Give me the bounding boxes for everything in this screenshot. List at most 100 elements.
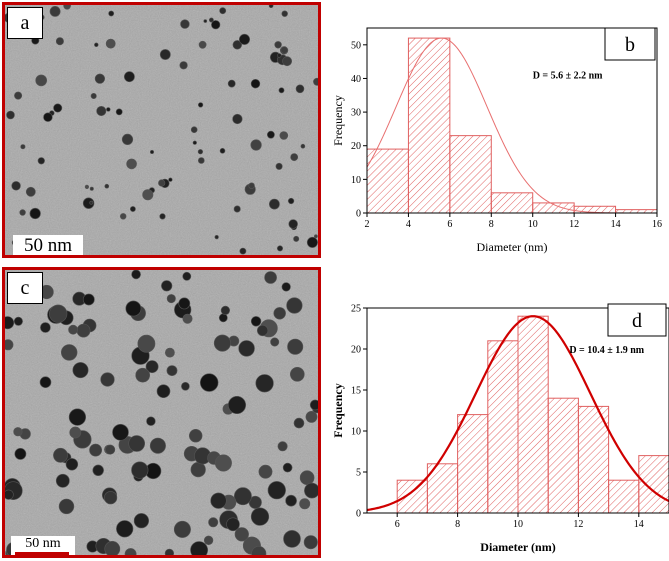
- nanoparticle: [203, 535, 214, 545]
- nanoparticle: [219, 148, 226, 154]
- tem-noise: [5, 5, 318, 255]
- nanoparticle: [239, 33, 251, 45]
- nanoparticle: [94, 42, 99, 47]
- nanoparticle: [197, 149, 203, 155]
- nanoparticle: [182, 271, 192, 281]
- nanoparticle: [58, 498, 75, 515]
- nanoparticle: [14, 447, 27, 460]
- nanoparticle: [53, 447, 68, 463]
- panel-label-a: a: [7, 7, 43, 39]
- nanoparticle: [270, 337, 280, 347]
- nanoparticle: [96, 106, 107, 117]
- nanoparticle: [89, 200, 94, 205]
- nanoparticle: [131, 461, 149, 479]
- nanoparticle: [220, 305, 230, 316]
- plot-frame: [366, 27, 658, 214]
- scale-bar-text-c: 50 nm: [25, 536, 61, 551]
- histogram-bar: [487, 340, 519, 513]
- x-tick-label: 12: [569, 219, 579, 230]
- nanoparticle: [238, 340, 255, 357]
- x-tick-label: 6: [395, 519, 400, 530]
- nanoparticle: [65, 458, 79, 471]
- nanoparticle: [198, 157, 205, 164]
- histogram-bar: [577, 405, 610, 513]
- x-axis-label: Diameter (nm): [480, 540, 555, 554]
- y-tick-label: 50: [351, 40, 361, 51]
- y-axis-label: Frequency: [331, 383, 345, 437]
- nanoparticle: [130, 206, 136, 212]
- nanoparticle: [232, 40, 243, 50]
- nanoparticle: [43, 112, 53, 122]
- nanoparticle: [94, 73, 105, 84]
- nanoparticle: [180, 19, 190, 29]
- y-tick-label: 25: [351, 304, 361, 315]
- nanoparticle: [190, 541, 208, 555]
- nanoparticle: [135, 367, 150, 383]
- nanoparticle: [198, 102, 204, 108]
- y-tick-label: 20: [351, 345, 361, 356]
- nanoparticle: [142, 189, 154, 201]
- nanoparticle: [299, 470, 315, 485]
- nanoparticle: [286, 297, 303, 314]
- y-axis-label: Frequency: [331, 95, 345, 146]
- nanoparticle: [226, 517, 240, 532]
- histogram-bar: [517, 315, 549, 513]
- scale-bar-a: 50 nm: [13, 235, 83, 255]
- nanoparticle: [159, 213, 166, 220]
- nanoparticle: [234, 527, 249, 542]
- nanoparticle: [121, 133, 134, 145]
- nanoparticle: [282, 462, 293, 473]
- nanoparticle: [63, 5, 71, 10]
- panel-label-c: c: [7, 272, 43, 304]
- nanoparticle: [266, 130, 275, 139]
- x-tick-label: 14: [634, 519, 644, 530]
- x-tick-label: 8: [489, 219, 494, 230]
- nanoparticle: [255, 374, 274, 393]
- nanoparticle: [278, 87, 285, 94]
- histogram-bar: [407, 37, 451, 213]
- nanoparticle: [92, 464, 104, 477]
- nanoparticle: [156, 384, 171, 398]
- nanoparticle: [189, 429, 203, 443]
- nanoparticle: [146, 416, 156, 426]
- nanoparticle: [288, 197, 295, 205]
- nanoparticle: [20, 144, 26, 150]
- y-tick-label: 40: [351, 74, 361, 85]
- nanoparticle: [60, 344, 78, 361]
- nanoparticle: [106, 107, 111, 112]
- nanoparticle: [115, 108, 123, 116]
- nanoparticle: [203, 19, 208, 23]
- y-tick-label: 0: [356, 209, 361, 220]
- nanoparticle: [313, 234, 318, 239]
- nanoparticle: [13, 316, 23, 326]
- nanoparticle: [293, 235, 300, 242]
- nanoparticle: [19, 209, 26, 216]
- nanoparticle: [267, 481, 286, 500]
- nanoparticle: [5, 489, 14, 500]
- nanoparticle: [295, 84, 305, 94]
- nanoparticle: [228, 396, 247, 415]
- nanoparticle: [285, 494, 297, 507]
- histogram-b-svg: 2 4 6 8 10 12 14 16 0 10 20 30 40 50 Diameter (nm) Freq…: [331, 27, 662, 254]
- nanoparticle: [287, 338, 304, 355]
- nanoparticle: [40, 322, 51, 333]
- nanoparticle: [161, 280, 173, 292]
- nanoparticle: [282, 56, 292, 67]
- nanoparticle: [208, 17, 214, 23]
- x-tick-label: 14: [611, 219, 621, 230]
- x-axis-label: Diameter (nm): [477, 240, 548, 254]
- nanoparticle: [214, 235, 219, 240]
- nanoparticle: [150, 150, 155, 155]
- nanoparticle: [178, 297, 191, 310]
- x-tick-label: 10: [528, 219, 538, 230]
- scale-bar-line-c: [15, 552, 69, 555]
- nanoparticle: [264, 271, 277, 284]
- y-tick-label: 30: [351, 108, 361, 119]
- nanoparticle: [289, 367, 305, 382]
- nanoparticle: [274, 41, 282, 49]
- nanoparticle: [276, 245, 283, 252]
- nanoparticle: [125, 300, 142, 317]
- nanoparticle: [251, 546, 267, 555]
- panel-label: d: [632, 310, 642, 332]
- nanoparticle: [309, 399, 318, 411]
